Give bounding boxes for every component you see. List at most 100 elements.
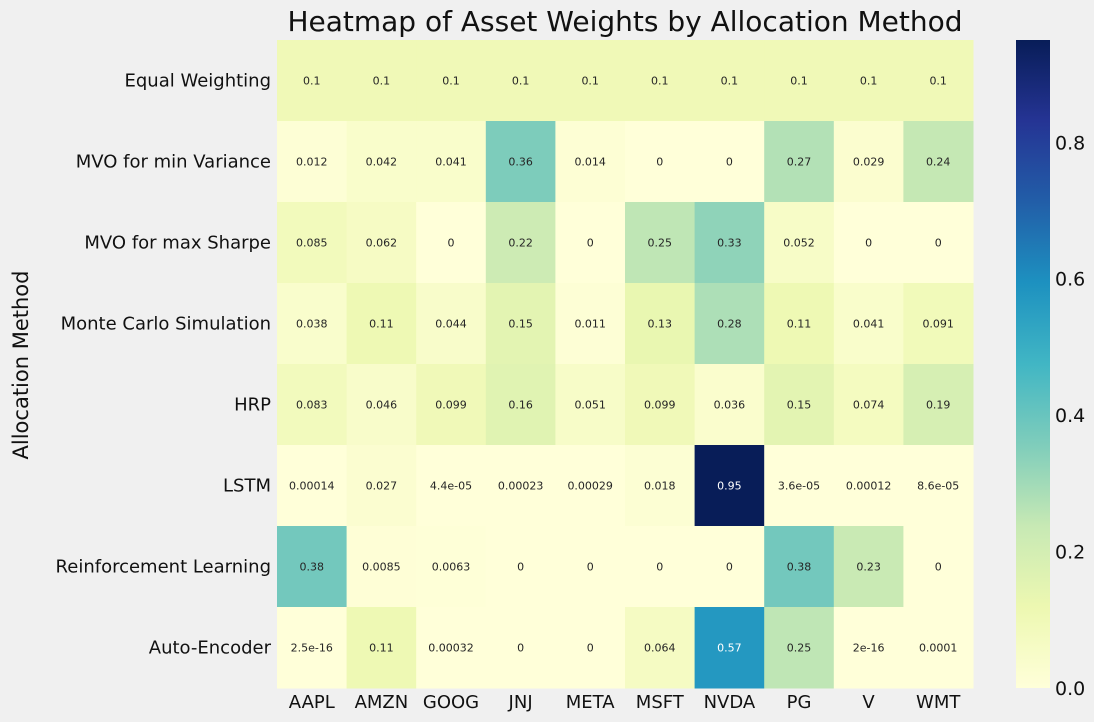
colorbar: [1016, 40, 1050, 688]
x-tick-label: GOOG: [423, 692, 479, 713]
cell-value-label: 0.13: [648, 318, 673, 331]
heatmap-cell: [903, 607, 974, 689]
cell-value-label: 0.11: [369, 318, 394, 331]
y-tick-label: Auto-Encoder: [149, 638, 272, 659]
cell-value-label: 0: [656, 156, 663, 169]
heatmap-cell: [833, 445, 904, 527]
colorbar-tick-label: 0.2: [1055, 542, 1085, 564]
cell-value-label: 0: [587, 561, 594, 574]
cell-value-label: 0.062: [366, 237, 398, 250]
heatmap-cell: [416, 283, 487, 365]
heatmap-cell: [625, 526, 696, 608]
cell-value-label: 0: [935, 561, 942, 574]
cell-value-label: 8.6e-05: [917, 480, 959, 493]
heatmap-cell: [485, 364, 556, 446]
heatmap-cells: 0.1 0.1 0.1 0.1 0.1 0.1 0.1 0.1 0.1 0.1 0.012 0.042…: [277, 40, 974, 689]
y-axis-label: Allocation Method: [9, 271, 33, 460]
cell-value-label: 0.091: [922, 318, 954, 331]
heatmap-cell: [625, 607, 696, 689]
heatmap-cell: [903, 121, 974, 203]
cell-value-label: 0.036: [714, 399, 746, 412]
cell-value-label: 0.027: [366, 480, 398, 493]
y-tick-label: Reinforcement Learning: [56, 557, 271, 578]
cell-value-label: 0.00014: [289, 480, 335, 493]
heatmap-cell: [625, 364, 696, 446]
cell-value-label: 0.00032: [428, 642, 474, 655]
cell-value-label: 0.041: [853, 318, 885, 331]
x-tick-labels: AAPL AMZN GOOG JNJ META MSFT NVDA PG V WMT: [289, 692, 962, 713]
heatmap-cell: [277, 283, 348, 365]
heatmap-cell: [485, 283, 556, 365]
cell-value-label: 0.00029: [567, 480, 613, 493]
heatmap-cell: [833, 202, 904, 284]
heatmap-cell: [485, 202, 556, 284]
heatmap-cell: [833, 526, 904, 608]
cell-value-label: 3.6e-05: [778, 480, 820, 493]
heatmap-cell: [833, 607, 904, 689]
cell-value-label: 0.085: [296, 237, 328, 250]
heatmap-cell: [694, 607, 765, 689]
heatmap-cell: [277, 202, 348, 284]
heatmap-cell: [903, 202, 974, 284]
heatmap-cell: [416, 445, 487, 527]
cell-value-label: 0: [865, 237, 872, 250]
heatmap-cell: [833, 364, 904, 446]
heatmap-cell: [346, 40, 417, 122]
cell-value-label: 0: [517, 642, 524, 655]
heatmap-cell: [555, 202, 626, 284]
heatmap-cell: [555, 121, 626, 203]
cell-value-label: 0.012: [296, 156, 328, 169]
x-tick-label: NVDA: [704, 692, 756, 713]
heatmap-cell: [694, 40, 765, 122]
cell-value-label: 0.0063: [432, 561, 471, 574]
heatmap-cell: [764, 121, 835, 203]
cell-value-label: 0.11: [369, 642, 394, 655]
cell-value-label: 0.044: [435, 318, 467, 331]
cell-value-label: 0: [448, 237, 455, 250]
cell-value-label: 0.083: [296, 399, 328, 412]
cell-value-label: 0.052: [783, 237, 815, 250]
x-tick-label: AAPL: [289, 692, 335, 713]
y-tick-label: LSTM: [223, 476, 271, 497]
heatmap-cell: [764, 526, 835, 608]
cell-value-label: 0.011: [574, 318, 606, 331]
y-tick-labels: Equal Weighting MVO for min Variance MVO f…: [56, 71, 272, 659]
cell-value-label: 0.1: [651, 75, 669, 88]
heatmap-cell: [416, 121, 487, 203]
y-tick-label: HRP: [234, 395, 271, 416]
y-tick-label: Monte Carlo Simulation: [61, 314, 271, 335]
heatmap-cell: [485, 445, 556, 527]
x-tick-label: JNJ: [508, 692, 533, 713]
cell-value-label: 0.16: [508, 399, 533, 412]
cell-value-label: 0.11: [787, 318, 812, 331]
heatmap-cell: [277, 40, 348, 122]
cell-value-label: 0.38: [300, 561, 325, 574]
x-tick-label: MSFT: [636, 692, 685, 713]
heatmap-cell: [903, 283, 974, 365]
heatmap-cell: [625, 202, 696, 284]
cell-value-label: 0.1: [512, 75, 530, 88]
cell-value-label: 0.23: [856, 561, 881, 574]
heatmap-cell: [555, 283, 626, 365]
cell-value-label: 0.33: [717, 237, 742, 250]
heatmap-cell: [694, 121, 765, 203]
heatmap-cell: [277, 526, 348, 608]
cell-value-label: 0.099: [435, 399, 467, 412]
heatmap-cell: [277, 121, 348, 203]
heatmap-cell: [346, 364, 417, 446]
cell-value-label: 0.0001: [919, 642, 958, 655]
cell-value-label: 0.1: [442, 75, 460, 88]
colorbar-tick-label: 0.8: [1055, 132, 1085, 154]
cell-value-label: 0.041: [435, 156, 467, 169]
cell-value-label: 0: [587, 642, 594, 655]
heatmap-cell: [694, 445, 765, 527]
heatmap-cell: [485, 121, 556, 203]
heatmap-cell: [764, 445, 835, 527]
cell-value-label: 0.1: [790, 75, 808, 88]
cell-value-label: 2e-16: [853, 642, 885, 655]
heatmap-cell: [485, 607, 556, 689]
cell-value-label: 0.00023: [498, 480, 544, 493]
heatmap-cell: [555, 40, 626, 122]
colorbar-tick-label: 0.4: [1055, 405, 1085, 427]
cell-value-label: 0.57: [717, 642, 742, 655]
